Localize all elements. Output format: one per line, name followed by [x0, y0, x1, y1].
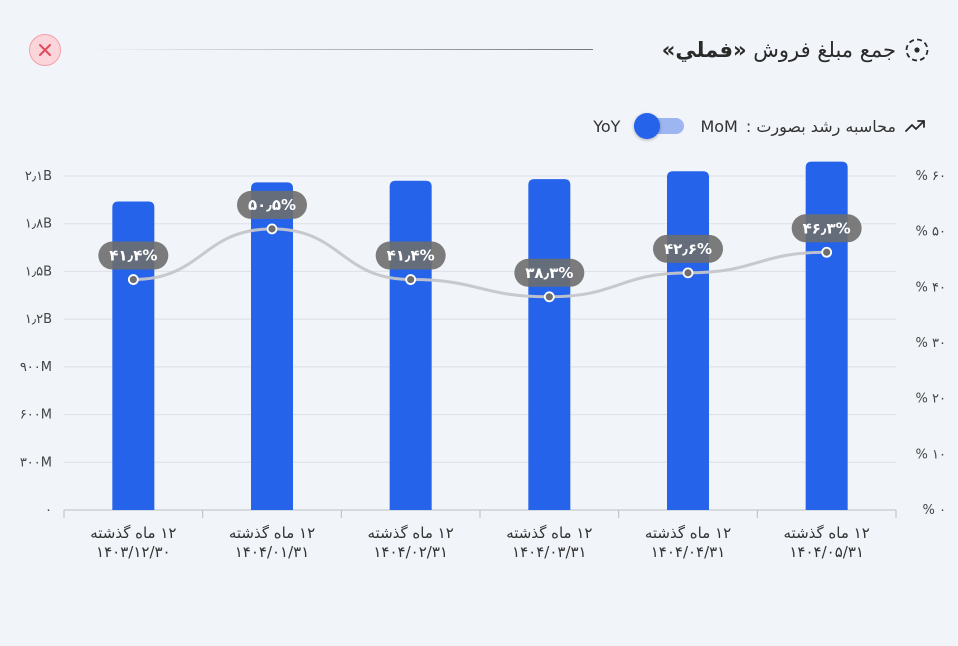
dialog-title: جمع مبلغ فروش «فملي»	[662, 34, 930, 66]
header-divider	[88, 49, 593, 50]
title-open-quote: «	[732, 38, 747, 62]
y-right-tick-label: % ۵۰	[916, 225, 946, 240]
growth-badge	[237, 190, 307, 219]
page-title: جمع مبلغ فروش «فملي»	[662, 38, 896, 62]
growth-badge	[98, 241, 169, 270]
growth-point[interactable]	[405, 274, 417, 285]
growth-label: ۴۱٫۴%	[387, 247, 435, 265]
y-left-tick-label: ۱٫۵B	[25, 264, 52, 279]
toggle-thumb[interactable]	[634, 113, 661, 139]
growth-point[interactable]	[266, 223, 278, 235]
x-tick-date: ۱۴۰۴/۰۴/۳۱	[651, 543, 726, 561]
growth-badge	[653, 234, 723, 263]
growth-mode-toggle[interactable]	[634, 113, 686, 139]
x-tick-date: ۱۴۰۴/۰۳/۳۱	[512, 543, 587, 561]
title-close-quote: »	[661, 38, 676, 62]
trend-arrow-icon	[904, 115, 926, 137]
bar[interactable]	[251, 182, 293, 510]
sales-chart: ۰ ۳۰۰M ۶۰۰M ۹۰۰M ۱٫۲B ۱٫۵B ۱٫۸B ۲٫۱B % ۰ % ۱۰ % ۲۰…	[20, 161, 946, 561]
growth-label: ۵۰٫۵%	[248, 196, 296, 214]
growth-point[interactable]	[127, 274, 139, 285]
y-right-tick-label: % ۲۰	[916, 392, 946, 407]
y-right-tick-label: % ۱۰	[916, 447, 946, 462]
y-left-tick-label: ۹۰۰M	[20, 360, 52, 375]
bar[interactable]	[528, 179, 571, 510]
growth-point[interactable]	[543, 291, 555, 303]
x-tick-date: ۱۴۰۴/۰۲/۳۱	[373, 543, 448, 561]
bar[interactable]	[389, 180, 432, 510]
y-left-tick-label: ۳۰۰M	[20, 455, 52, 470]
growth-point[interactable]	[682, 267, 694, 279]
y-left-tick-label: ۱٫۲B	[25, 312, 52, 327]
growth-label: ۴۶٫۳%	[803, 219, 851, 237]
y-left-tick-label: ۶۰۰M	[20, 408, 52, 423]
x-tick-label: ۱۲ ماه گذشته	[784, 524, 870, 542]
x-tick-label: ۱۲ ماه گذشته	[229, 524, 315, 542]
target-icon	[904, 37, 930, 63]
close-button[interactable]	[29, 34, 61, 66]
x-tick-label: ۱۲ ماه گذشته	[368, 524, 454, 542]
x-tick-label: ۱۲ ماه گذشته	[645, 524, 731, 542]
y-left-tick-label: ۱٫۸B	[25, 217, 52, 232]
growth-mode-controls: محاسبه رشد بصورت : MoM YoY	[593, 112, 926, 140]
y-right-tick-label: % ۰	[923, 503, 946, 518]
growth-badge	[514, 258, 585, 287]
growth-badge	[791, 214, 862, 243]
bar[interactable]	[667, 171, 709, 510]
title-prefix: جمع مبلغ فروش	[753, 38, 896, 62]
y-left-tick-label: ۰	[45, 503, 52, 518]
growth-badge	[375, 241, 446, 270]
x-tick-label: ۱۲ ماه گذشته	[90, 524, 176, 542]
y-right-tick-label: % ۴۰	[916, 280, 946, 295]
x-tick-date: ۱۴۰۴/۰۵/۳۱	[789, 543, 864, 561]
y-right-tick-label: % ۶۰	[916, 169, 946, 184]
growth-mode-label: محاسبه رشد بصورت :	[745, 116, 896, 136]
mom-option-label[interactable]: MoM	[700, 116, 738, 136]
growth-label: ۴۲٫۶%	[664, 240, 712, 258]
growth-line	[133, 227, 827, 299]
y-left-tick-label: ۲٫۱B	[25, 169, 52, 184]
yoy-option-label[interactable]: YoY	[593, 116, 621, 136]
growth-label: ۳۸٫۳%	[525, 264, 573, 282]
y-right-tick-label: % ۳۰	[916, 336, 946, 351]
growth-point[interactable]	[821, 246, 833, 258]
x-tick-date: ۱۴۰۴/۰۱/۳۱	[235, 543, 310, 561]
x-tick-label: ۱۲ ماه گذشته	[506, 524, 592, 542]
title-highlight: فملي	[675, 38, 733, 62]
x-tick-date: ۱۴۰۳/۱۲/۳۰	[96, 543, 171, 561]
dialog-header: جمع مبلغ فروش «فملي»	[0, 30, 958, 70]
growth-label: ۴۱٫۴%	[109, 247, 157, 265]
bar[interactable]	[805, 161, 848, 510]
close-icon	[39, 44, 51, 56]
